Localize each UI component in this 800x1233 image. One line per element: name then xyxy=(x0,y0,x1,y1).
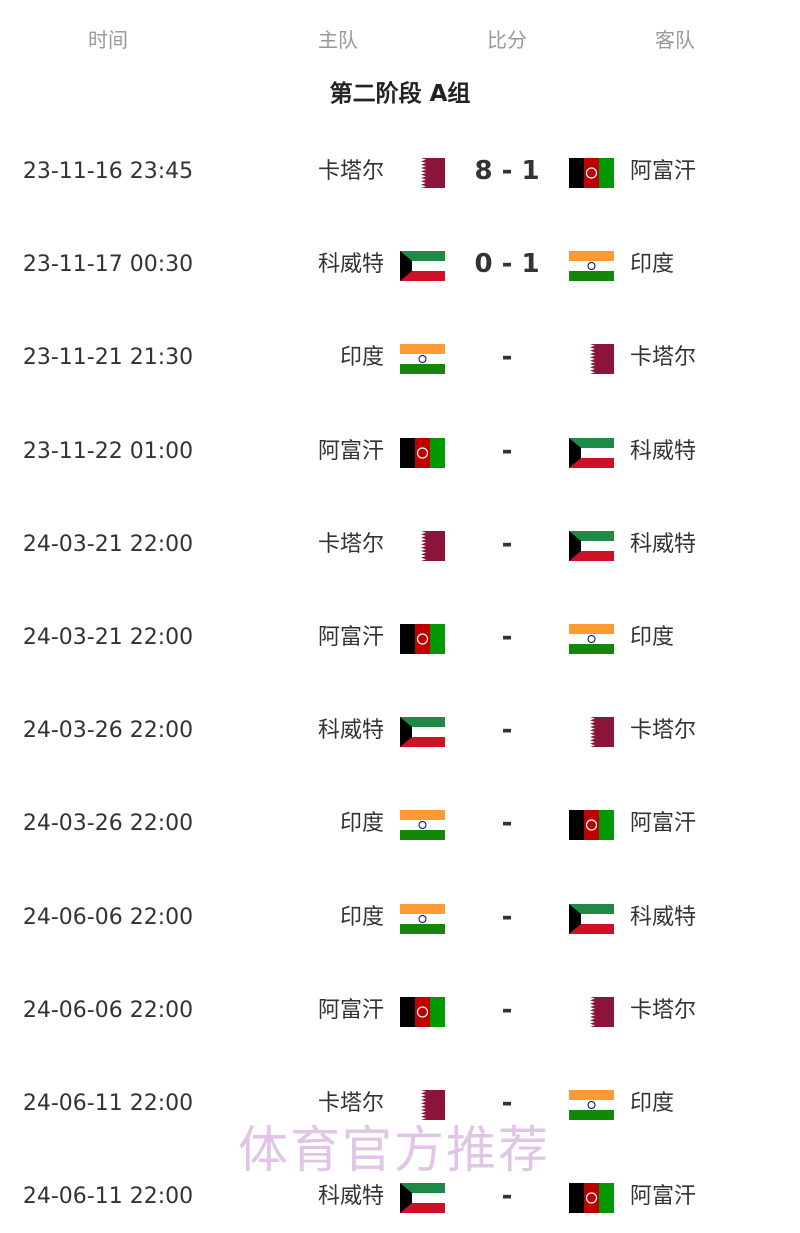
match-time: 24-03-26 22:00 xyxy=(22,718,194,744)
match-score: - xyxy=(501,994,513,1025)
home-team: 印度 xyxy=(339,345,384,371)
match-row[interactable]: 24-03-26 22:00 科威特 - 卡塔尔 xyxy=(0,702,800,762)
kuwait-flag-icon xyxy=(569,530,614,561)
qatar-flag-icon xyxy=(569,344,614,375)
afghanistan-flag-icon xyxy=(400,437,445,468)
away-team: 印度 xyxy=(630,1091,675,1116)
match-row[interactable]: 24-06-06 22:00 印度 - 科威特 xyxy=(0,889,800,949)
match-row[interactable]: 23-11-21 21:30 印度 - 卡塔尔 xyxy=(0,329,800,389)
home-team: 阿富汗 xyxy=(317,997,384,1023)
home-team: 阿富汗 xyxy=(317,438,384,464)
home-team: 科威特 xyxy=(317,252,384,278)
home-team: 科威特 xyxy=(317,1184,384,1210)
header-time: 时间 xyxy=(88,28,128,52)
match-time: 24-03-26 22:00 xyxy=(22,811,194,837)
match-score: - xyxy=(501,622,513,652)
kuwait-flag-icon xyxy=(569,437,614,468)
match-row[interactable]: 23-11-22 01:00 阿富汗 - 科威特 xyxy=(0,423,800,483)
away-team: 卡塔尔 xyxy=(630,345,697,371)
match-row[interactable]: 24-06-11 22:00 科威特 - 阿富汗 xyxy=(0,1168,800,1228)
away-team: 科威特 xyxy=(630,904,697,930)
match-row[interactable]: 24-03-26 22:00 印度 - 阿富汗 xyxy=(0,795,800,855)
match-row[interactable]: 24-06-11 22:00 卡塔尔 - 印度 xyxy=(0,1075,800,1135)
match-score: 0 - 1 xyxy=(474,249,540,280)
afghanistan-flag-icon xyxy=(400,996,445,1027)
india-flag-icon xyxy=(400,810,445,841)
afghanistan-flag-icon xyxy=(569,810,614,841)
afghanistan-flag-icon xyxy=(569,1183,614,1214)
away-team: 阿富汗 xyxy=(630,811,697,837)
home-team: 科威特 xyxy=(317,718,384,744)
match-row[interactable]: 24-03-21 22:00 阿富汗 - 印度 xyxy=(0,609,800,669)
home-team: 卡塔尔 xyxy=(317,531,384,557)
match-score: - xyxy=(501,808,513,839)
match-row[interactable]: 24-03-21 22:00 卡塔尔 - 科威特 xyxy=(0,516,800,576)
away-team: 科威特 xyxy=(630,438,697,464)
match-row[interactable]: 23-11-16 23:45 卡塔尔 8 - 1 阿富汗 xyxy=(0,143,800,203)
away-team: 科威特 xyxy=(630,531,697,557)
match-score: - xyxy=(501,1088,513,1118)
home-team: 阿富汗 xyxy=(317,625,384,650)
afghanistan-flag-icon xyxy=(569,158,614,188)
india-flag-icon xyxy=(400,344,445,375)
away-team: 阿富汗 xyxy=(630,159,697,184)
home-team: 印度 xyxy=(339,904,384,930)
qatar-flag-icon xyxy=(400,530,445,561)
match-time: 24-03-21 22:00 xyxy=(22,625,194,650)
header-away: 客队 xyxy=(655,28,695,52)
kuwait-flag-icon xyxy=(400,1183,445,1214)
away-team: 印度 xyxy=(630,252,675,278)
match-score: - xyxy=(501,715,513,746)
match-time: 24-03-21 22:00 xyxy=(22,531,194,557)
header-home: 主队 xyxy=(318,28,358,52)
india-flag-icon xyxy=(400,903,445,934)
match-score: - xyxy=(501,1181,513,1212)
match-row[interactable]: 23-11-17 00:30 科威特 0 - 1 印度 xyxy=(0,236,800,296)
away-team: 卡塔尔 xyxy=(630,997,697,1023)
match-score: - xyxy=(501,435,513,466)
match-time: 23-11-22 01:00 xyxy=(22,438,194,464)
match-score: 8 - 1 xyxy=(474,156,540,186)
home-team: 印度 xyxy=(339,811,384,837)
group-title: 第二阶段 A组 xyxy=(329,81,471,107)
kuwait-flag-icon xyxy=(400,251,445,282)
match-score: - xyxy=(501,342,513,373)
match-time: 24-06-11 22:00 xyxy=(22,1184,194,1210)
match-row[interactable]: 24-06-06 22:00 阿富汗 - 卡塔尔 xyxy=(0,982,800,1042)
match-time: 24-06-06 22:00 xyxy=(22,997,194,1023)
away-team: 卡塔尔 xyxy=(630,718,697,744)
match-time: 23-11-21 21:30 xyxy=(22,345,194,371)
india-flag-icon xyxy=(569,251,614,282)
away-team: 阿富汗 xyxy=(630,1184,697,1210)
home-team: 卡塔尔 xyxy=(317,1091,384,1116)
home-team: 卡塔尔 xyxy=(317,159,384,184)
match-time: 24-06-11 22:00 xyxy=(22,1091,194,1116)
match-score: - xyxy=(501,901,513,932)
match-time: 23-11-17 00:30 xyxy=(22,252,194,278)
kuwait-flag-icon xyxy=(569,903,614,934)
match-score: - xyxy=(501,528,513,559)
india-flag-icon xyxy=(569,624,614,654)
qatar-flag-icon xyxy=(400,158,445,188)
away-team: 印度 xyxy=(630,625,675,650)
match-time: 23-11-16 23:45 xyxy=(22,159,194,184)
qatar-flag-icon xyxy=(569,996,614,1027)
afghanistan-flag-icon xyxy=(400,624,445,654)
india-flag-icon xyxy=(569,1090,614,1120)
match-time: 24-06-06 22:00 xyxy=(22,904,194,930)
kuwait-flag-icon xyxy=(400,717,445,748)
qatar-flag-icon xyxy=(569,717,614,748)
qatar-flag-icon xyxy=(400,1090,445,1120)
header-score: 比分 xyxy=(487,28,527,52)
